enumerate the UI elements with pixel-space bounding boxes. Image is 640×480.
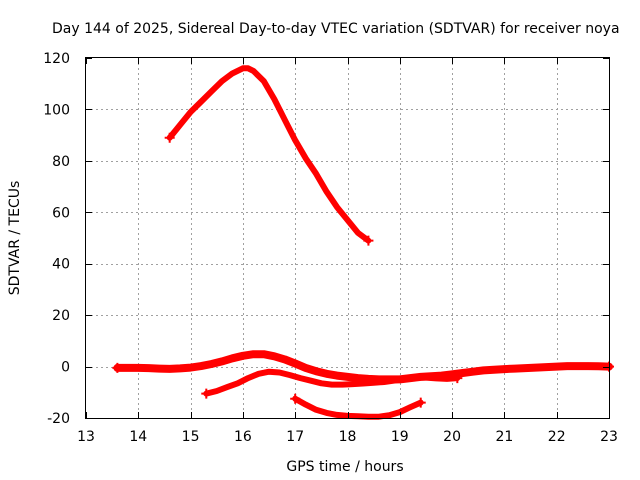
data-series — [112, 65, 614, 420]
series-point-marker — [164, 132, 175, 143]
grid-lines — [86, 58, 609, 418]
x-axis-label: GPS time / hours — [286, 459, 403, 475]
x-tick-label: 15 — [182, 429, 200, 445]
series-point-marker — [112, 362, 123, 373]
y-axis-label: SDTVAR / TECUs — [7, 181, 23, 296]
series-point-marker — [415, 397, 426, 408]
series-point-marker — [363, 235, 374, 246]
x-tick-label: 18 — [339, 429, 357, 445]
y-tick-label: 80 — [52, 154, 70, 170]
x-tick-label: 23 — [600, 429, 618, 445]
series-line-3 — [203, 368, 461, 397]
y-tick-label: 40 — [52, 257, 70, 273]
x-tick-label: 21 — [495, 429, 513, 445]
series-point-marker — [290, 393, 301, 404]
series-line-2 — [113, 350, 613, 384]
axis-ticks: 13 14 15 16 17 18 19 20 21 22 23 -20 0 20 40 60 80 100 120 — [43, 51, 618, 445]
x-tick-label: 20 — [443, 429, 461, 445]
x-tick-label: 14 — [129, 429, 147, 445]
x-tick-label: 22 — [548, 429, 566, 445]
y-tick-label: 120 — [43, 51, 70, 67]
series-point-marker — [201, 388, 212, 399]
y-tick-label: 20 — [52, 308, 70, 324]
x-tick-label: 13 — [77, 429, 95, 445]
series-line-1 — [166, 65, 372, 244]
plot-frame — [85, 57, 610, 419]
y-tick-label: -20 — [47, 411, 70, 427]
series-point-marker — [452, 373, 463, 384]
x-tick-label: 16 — [234, 429, 252, 445]
x-tick-label: 19 — [391, 429, 409, 445]
y-tick-label: 0 — [61, 360, 70, 376]
y-tick-label: 100 — [43, 102, 70, 118]
chart-title: Day 144 of 2025, Sidereal Day-to-day VTE… — [52, 21, 620, 37]
x-tick-label: 17 — [286, 429, 304, 445]
series-line-4 — [292, 395, 424, 420]
y-tick-label: 60 — [52, 205, 70, 221]
